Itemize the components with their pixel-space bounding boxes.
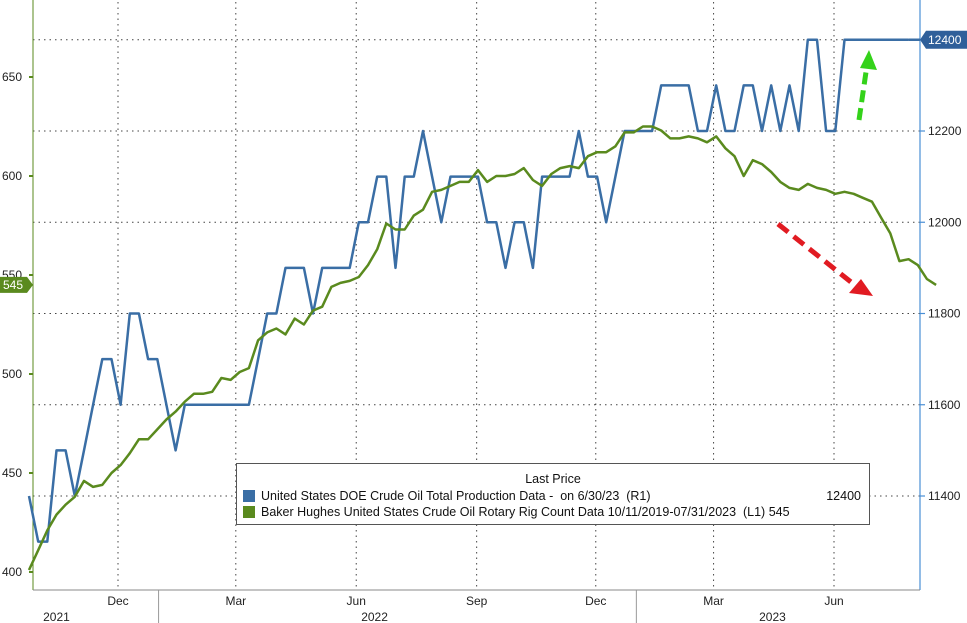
series-rig-count — [27, 125, 937, 571]
right-value-badge — [920, 30, 967, 49]
x-year-label: 2023 — [759, 610, 786, 623]
x-year-label: 2021 — [43, 610, 70, 623]
right-tick-label: 11600 — [928, 398, 961, 412]
legend-value: 12400 — [826, 489, 861, 503]
series-line-doe — [27, 38, 909, 543]
legend-label: United States DOE Crude Oil Total Produc… — [261, 489, 651, 503]
legend: Last Price United States DOE Crude Oil T… — [236, 463, 870, 525]
series-doe-production — [27, 38, 920, 543]
x-month-label: Mar — [225, 594, 246, 608]
right-tick-label: 12200 — [928, 124, 962, 138]
x-month-label: Jun — [824, 594, 843, 608]
right-badge-text: 12400 — [928, 33, 962, 47]
green-arrow-head — [860, 50, 877, 70]
series-line-rig — [27, 125, 937, 571]
tick-labels: 4004505005506006501140011600118001200012… — [2, 70, 962, 623]
legend-swatch-blue — [243, 490, 255, 502]
legend-title: Last Price — [525, 472, 581, 486]
legend-row-doe: United States DOE Crude Oil Total Produc… — [243, 488, 861, 504]
right-tick-label: 11800 — [928, 307, 961, 321]
left-value-badge — [0, 276, 33, 293]
right-tick-label: 12000 — [928, 215, 962, 229]
right-tick-label: 11400 — [928, 489, 961, 503]
red-trend-arrow — [776, 222, 858, 288]
left-badge-text: 545 — [3, 278, 23, 292]
last-value-badges: 545 12400 — [0, 30, 967, 293]
x-month-label: Sep — [466, 594, 488, 608]
left-tick-label: 400 — [2, 565, 22, 579]
left-tick-label: 450 — [2, 466, 22, 480]
x-month-label: Dec — [585, 594, 606, 608]
x-month-label: Mar — [703, 594, 724, 608]
x-year-label: 2022 — [361, 610, 388, 623]
left-tick-label: 500 — [2, 367, 22, 381]
red-arrow-head — [849, 279, 873, 296]
legend-row-rig: Baker Hughes United States Crude Oil Rot… — [243, 504, 861, 520]
legend-swatch-green — [243, 506, 255, 518]
x-month-label: Dec — [107, 594, 128, 608]
x-month-label: Jun — [347, 594, 366, 608]
axes — [29, 0, 925, 623]
left-tick-label: 600 — [2, 169, 22, 183]
green-trend-arrow — [856, 71, 869, 121]
trend-arrows — [776, 50, 877, 296]
left-tick-label: 650 — [2, 70, 22, 84]
legend-label: Baker Hughes United States Crude Oil Rot… — [261, 505, 790, 519]
